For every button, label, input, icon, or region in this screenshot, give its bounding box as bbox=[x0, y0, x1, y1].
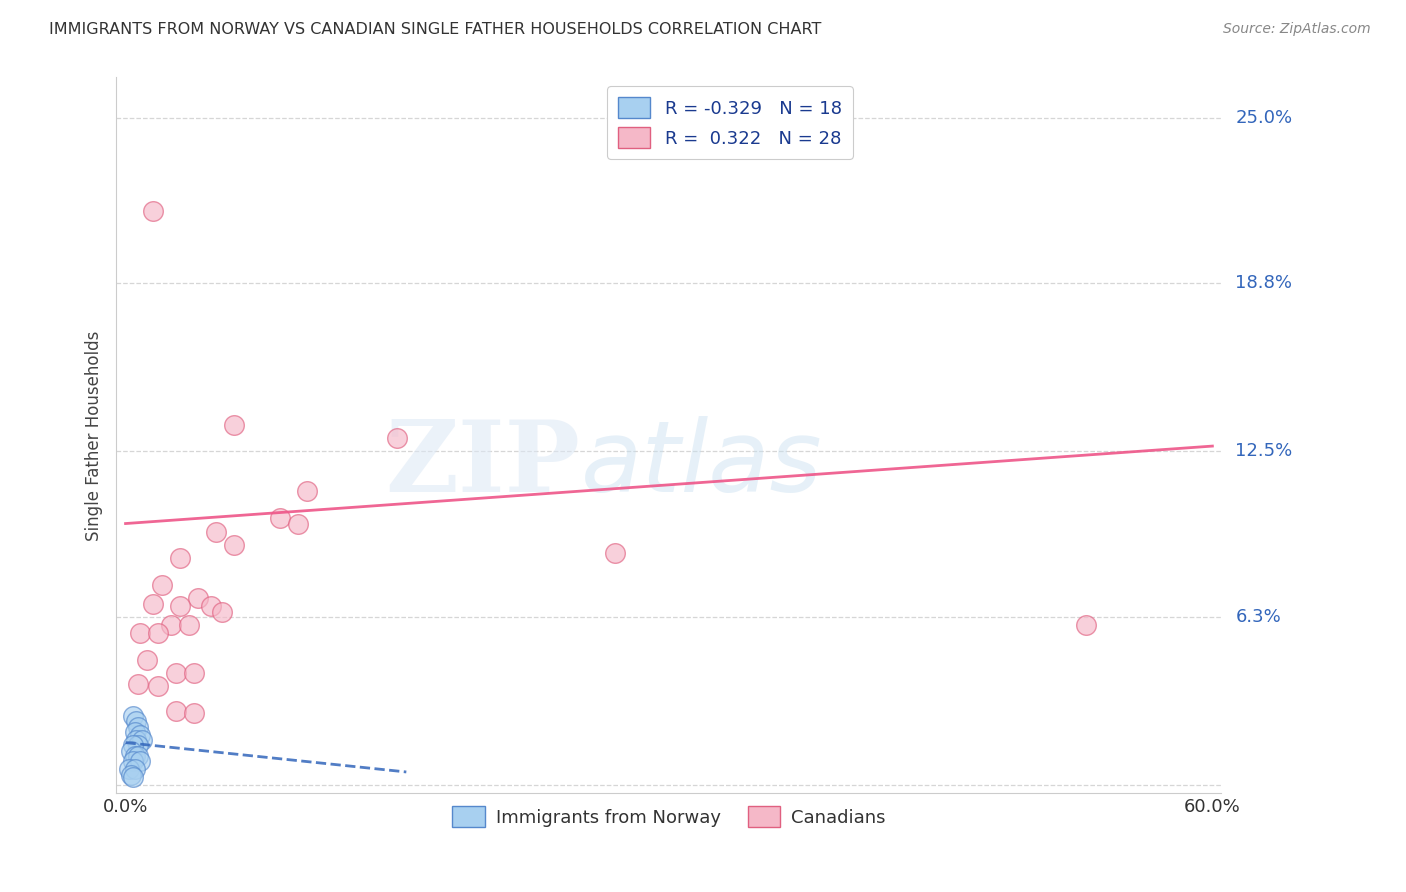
Point bbox=[136, 653, 159, 667]
Point bbox=[129, 626, 152, 640]
Point bbox=[183, 666, 205, 681]
Y-axis label: Single Father Households: Single Father Households bbox=[86, 330, 103, 541]
Point bbox=[1074, 618, 1097, 632]
Point bbox=[129, 754, 152, 768]
Point bbox=[177, 618, 200, 632]
Point bbox=[603, 546, 626, 560]
Text: 12.5%: 12.5% bbox=[1236, 442, 1292, 460]
Point bbox=[121, 709, 143, 723]
Point bbox=[121, 770, 143, 784]
Text: 18.8%: 18.8% bbox=[1236, 274, 1292, 293]
Point bbox=[205, 524, 228, 539]
Text: 25.0%: 25.0% bbox=[1236, 109, 1292, 127]
Point bbox=[125, 733, 148, 747]
Point bbox=[142, 597, 165, 611]
Point bbox=[121, 738, 143, 752]
Point bbox=[146, 680, 169, 694]
Point bbox=[124, 762, 146, 776]
Point bbox=[131, 733, 153, 747]
Point bbox=[295, 484, 318, 499]
Point bbox=[165, 704, 187, 718]
Point bbox=[118, 762, 141, 776]
Point bbox=[120, 743, 142, 757]
Point bbox=[124, 725, 146, 739]
Point bbox=[142, 204, 165, 219]
Text: Source: ZipAtlas.com: Source: ZipAtlas.com bbox=[1223, 22, 1371, 37]
Point bbox=[150, 578, 173, 592]
Text: ZIP: ZIP bbox=[385, 416, 581, 513]
Text: IMMIGRANTS FROM NORWAY VS CANADIAN SINGLE FATHER HOUSEHOLDS CORRELATION CHART: IMMIGRANTS FROM NORWAY VS CANADIAN SINGL… bbox=[49, 22, 821, 37]
Legend: Immigrants from Norway, Canadians: Immigrants from Norway, Canadians bbox=[446, 799, 893, 834]
Point bbox=[387, 431, 409, 445]
Point bbox=[269, 511, 291, 525]
Point bbox=[124, 748, 146, 763]
Point bbox=[287, 516, 309, 531]
Point bbox=[224, 417, 246, 432]
Point bbox=[165, 666, 187, 681]
Point bbox=[169, 599, 191, 614]
Point bbox=[169, 551, 191, 566]
Point bbox=[183, 706, 205, 721]
Point bbox=[120, 767, 142, 781]
Point bbox=[211, 605, 233, 619]
Point bbox=[125, 714, 148, 729]
Text: 6.3%: 6.3% bbox=[1236, 608, 1281, 626]
Point bbox=[127, 677, 149, 691]
Point bbox=[160, 618, 183, 632]
Point bbox=[127, 748, 149, 763]
Point bbox=[127, 720, 149, 734]
Point bbox=[121, 754, 143, 768]
Point bbox=[146, 626, 169, 640]
Point bbox=[187, 591, 209, 606]
Point bbox=[127, 738, 149, 752]
Point bbox=[200, 599, 222, 614]
Point bbox=[129, 728, 152, 742]
Point bbox=[224, 538, 246, 552]
Text: atlas: atlas bbox=[581, 416, 823, 513]
